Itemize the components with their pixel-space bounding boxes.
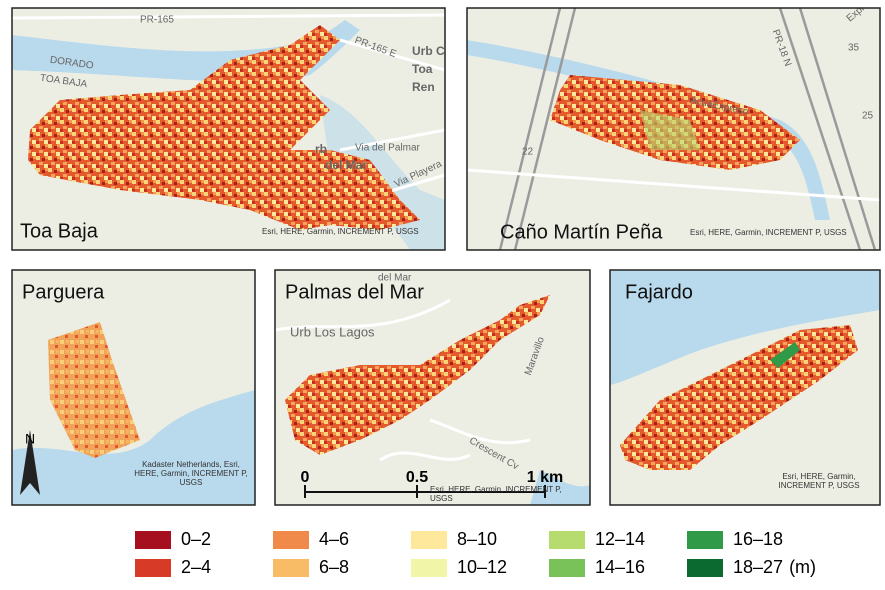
panel-label: Fajardo (625, 281, 693, 303)
legend: 0–2 2–4 4–6 6–8 8–10 10–12 12–14 14–16 16–18 18–2… (135, 529, 816, 577)
map-label: 35 (848, 43, 860, 54)
legend-swatch (411, 559, 447, 577)
legend-unit: (m) (789, 557, 816, 577)
panel-label: Palmas del Mar (285, 281, 424, 303)
map-label: Urb Los Lagos (290, 324, 375, 339)
legend-label: 4–6 (319, 529, 349, 549)
north-arrow: N (25, 431, 35, 447)
map-label: Via del Palmar (355, 143, 421, 154)
attribution: Esri, HERE, Garmin, INCREMENT P, USGS (262, 227, 419, 236)
legend-swatch (273, 531, 309, 549)
map-label: Ren (412, 80, 435, 94)
map-label: 25 (862, 111, 874, 122)
legend-swatch (549, 531, 585, 549)
scale-label: 1 km (527, 469, 563, 486)
panel-frame (274, 269, 591, 506)
panel-label: Caño Martín Peña (500, 221, 663, 243)
legend-label: 6–8 (319, 557, 349, 577)
scale-label: 0 (301, 469, 310, 486)
map-panel: N Parguera Kadaster Netherlands, Esri, H… (12, 270, 255, 505)
map-label: 22 (522, 147, 534, 158)
legend-swatch (549, 559, 585, 577)
legend-swatch (687, 531, 723, 549)
legend-label: 14–16 (595, 557, 645, 577)
legend-label: 2–4 (181, 557, 211, 577)
attribution: Kadaster Netherlands, Esri, HERE, Garmin… (134, 460, 248, 487)
legend-label: 10–12 (457, 557, 507, 577)
map-label: del Mar (378, 273, 412, 284)
legend-swatch (135, 531, 171, 549)
legend-label: 12–14 (595, 529, 645, 549)
panel-frame (609, 269, 881, 506)
panel-frame (466, 7, 881, 251)
scale-label: 0.5 (406, 469, 428, 486)
map-label: Urb C (412, 44, 445, 58)
map-panel: PR-165 DORADO TOA BAJA PR-165 E Urb C To… (12, 8, 445, 250)
map-panel: AcuaExpreso 22 35 25 PR-18 N Expreso Cañ… (467, 8, 880, 250)
legend-label: 18–27 (733, 557, 783, 577)
map-label: rb (315, 142, 327, 156)
attribution: Esri, HERE, Garmin, INCREMENT P, USGS (430, 485, 562, 503)
legend-swatch (687, 559, 723, 577)
attribution: Esri, HERE, Garmin, INCREMENT P, USGS (690, 228, 847, 237)
legend-swatch (273, 559, 309, 577)
map-label: Toa (412, 62, 433, 76)
panel-frame (11, 269, 256, 506)
map-label: PR-165 (140, 15, 174, 26)
legend-label: 8–10 (457, 529, 497, 549)
legend-label: 0–2 (181, 529, 211, 549)
legend-swatch (411, 531, 447, 549)
legend-label: 16–18 (733, 529, 783, 549)
legend-swatch (135, 559, 171, 577)
panel-label: Toa Baja (20, 220, 99, 242)
map-panel: Fajardo Esri, HERE, Garmin, INCREMENT P,… (610, 270, 880, 505)
attribution: Esri, HERE, Garmin, INCREMENT P, USGS (778, 472, 860, 490)
map-label: del Mar (325, 158, 367, 172)
panel-label: Parguera (22, 281, 105, 303)
panel-frame (11, 7, 446, 251)
map-panel: Urb Los Lagos del Mar Maravillo Crescent… (275, 270, 590, 505)
